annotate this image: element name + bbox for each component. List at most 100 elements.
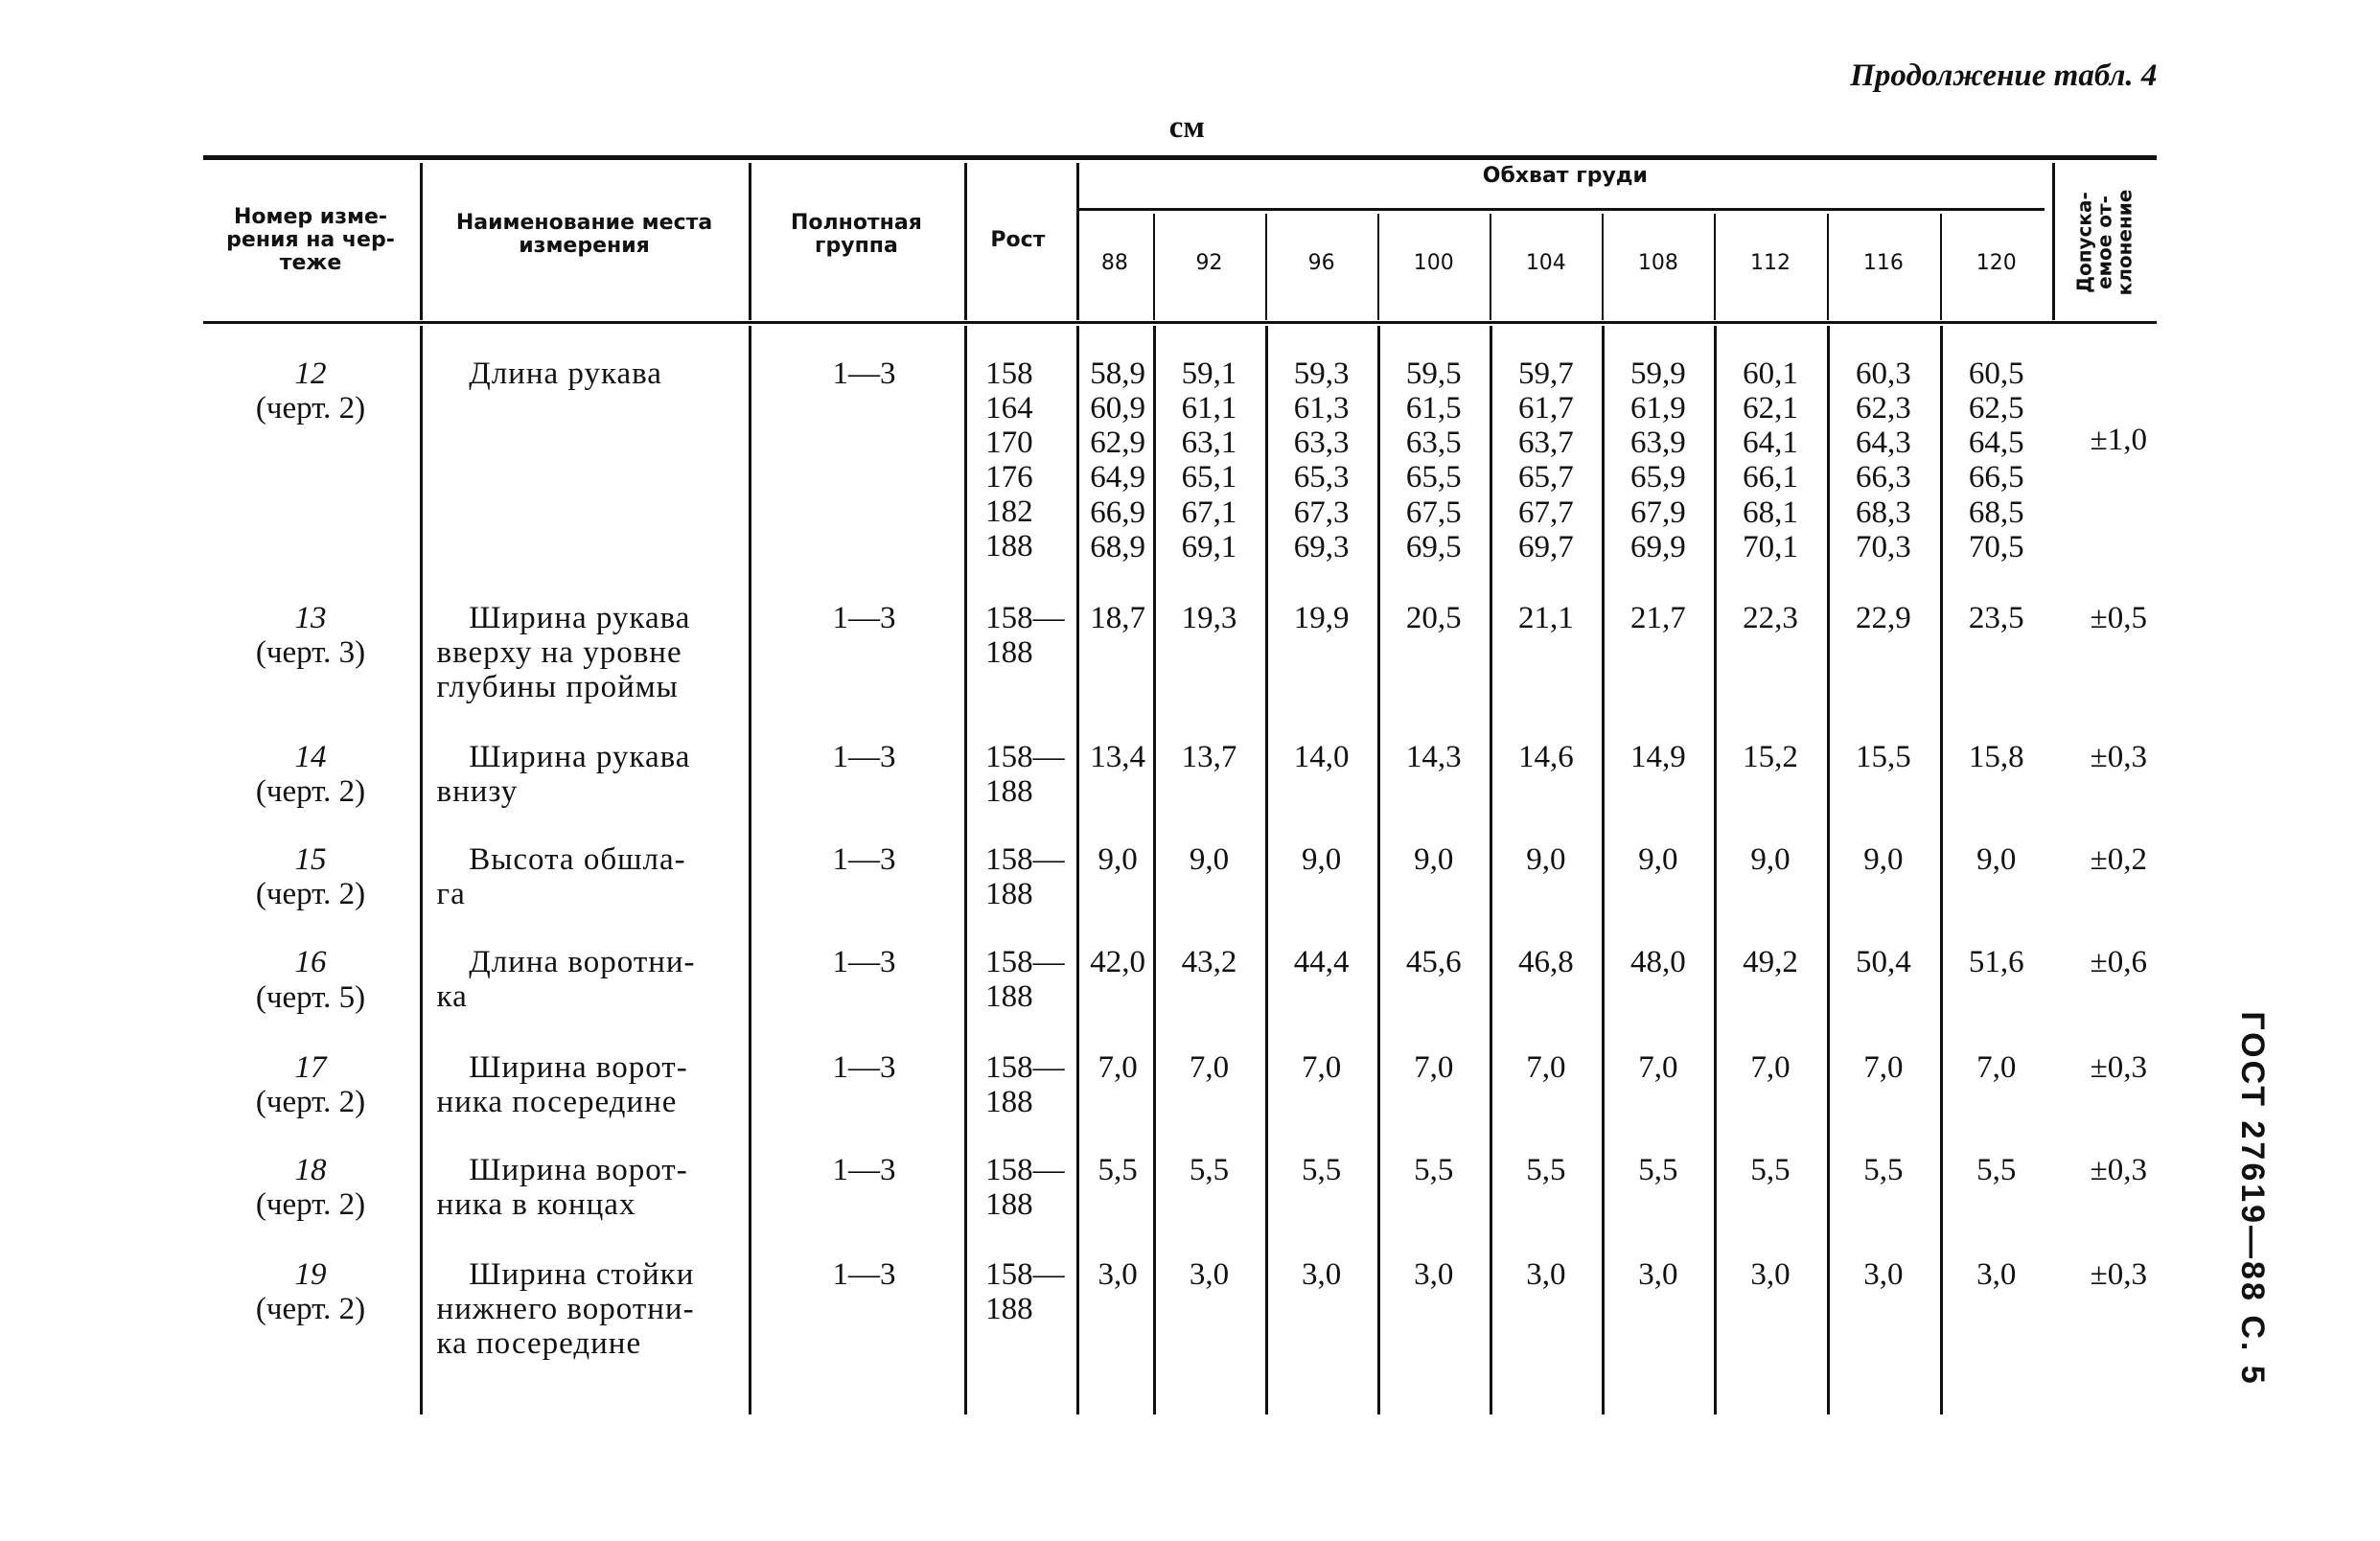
value: 9,0 [1189, 841, 1230, 877]
fullness-group: 1—3 [832, 739, 896, 774]
column-header: Рост [990, 227, 1046, 252]
rule [1490, 326, 1493, 1414]
value: 5,5 [1302, 1153, 1342, 1187]
value: 14,0 [1293, 739, 1350, 774]
rule [1265, 326, 1269, 1414]
measure-name: Ширина рукава вверху на уровне глубины п… [436, 601, 691, 705]
value: 7,0 [1863, 1049, 1904, 1085]
value: 60,5 62,5 64,5 66,5 68,5 70,5 [1968, 356, 2024, 564]
row-number: 18 [294, 1153, 327, 1187]
height: 158— 188 [985, 1153, 1065, 1222]
rule [419, 163, 423, 320]
row-number: 17 [294, 1049, 327, 1085]
measure-name: Ширина ворот- ника посередине [436, 1049, 688, 1119]
row-number: 15 [294, 841, 327, 877]
value: 59,9 61,9 63,9 65,9 67,9 69,9 [1630, 356, 1686, 564]
value: 42,0 [1090, 945, 1145, 980]
value: 19,9 [1293, 601, 1350, 636]
value: 60,1 62,1 64,1 66,1 68,1 70,1 [1743, 356, 1798, 564]
value: 21,7 [1630, 601, 1686, 636]
height: 158— 188 [985, 841, 1065, 911]
row-number: 19 [294, 1257, 327, 1293]
value: 15,5 [1856, 739, 1911, 774]
rule [963, 326, 967, 1414]
tolerance: ±0,3 [2090, 1257, 2147, 1293]
value: 18,7 [1090, 601, 1145, 636]
tolerance: ±0,3 [2090, 1049, 2147, 1085]
value: 13,4 [1090, 739, 1145, 774]
row-number: 16 [294, 945, 327, 980]
value: 22,9 [1856, 601, 1911, 636]
fullness-group: 1—3 [832, 841, 896, 877]
rule [1602, 326, 1606, 1414]
side-label: ГОСТ 27619—88 С. 5 [2233, 1011, 2271, 1387]
rule [202, 321, 2158, 325]
value: 5,5 [1414, 1153, 1454, 1187]
rule [1153, 213, 1155, 320]
column-header: Обхват груди [1482, 163, 1648, 188]
value: 19,3 [1181, 601, 1237, 636]
rule [1714, 326, 1718, 1414]
value: 5,5 [1863, 1153, 1904, 1187]
drawing-ref: (черт. 5) [255, 979, 366, 1015]
rule [1602, 213, 1605, 320]
value: 5,5 [1750, 1153, 1791, 1187]
value: 49,2 [1743, 945, 1798, 980]
rule [1075, 163, 1079, 320]
rule [1377, 213, 1380, 320]
value: 51,6 [1968, 945, 2024, 980]
value: 7,0 [1638, 1049, 1678, 1085]
rule [1153, 326, 1156, 1414]
column-header: Допуска- емое от- клонение [2072, 190, 2137, 296]
value: 9,0 [1976, 841, 2017, 877]
value: 15,8 [1968, 739, 2024, 774]
value: 13,7 [1181, 739, 1237, 774]
value: 7,0 [1750, 1049, 1791, 1085]
rule [1075, 326, 1079, 1414]
value: 21,1 [1517, 601, 1574, 636]
drawing-ref: (черт. 2) [255, 1292, 366, 1327]
value: 9,0 [1302, 841, 1342, 877]
value: 60,3 62,3 64,3 66,3 68,3 70,3 [1856, 356, 1911, 564]
height: 158— 188 [985, 1049, 1065, 1119]
measure-name: Высота обшла- га [436, 841, 686, 911]
fullness-group: 1—3 [832, 945, 896, 980]
fullness-group: 1—3 [832, 1257, 896, 1293]
girth-header: 100 [1413, 251, 1454, 276]
value: 22,3 [1743, 601, 1798, 636]
fullness-group: 1—3 [832, 356, 896, 392]
height: 158— 188 [985, 601, 1065, 671]
value: 3,0 [1750, 1257, 1791, 1293]
value: 5,5 [1976, 1153, 2017, 1187]
value: 59,5 61,5 63,5 65,5 67,5 69,5 [1405, 356, 1462, 564]
girth-header: 96 [1307, 251, 1335, 276]
value: 9,0 [1638, 841, 1678, 877]
value: 3,0 [1302, 1257, 1342, 1293]
height: 158— 188 [985, 1257, 1065, 1327]
value: 9,0 [1414, 841, 1454, 877]
drawing-ref: (черт. 2) [255, 1084, 366, 1119]
value: 14,6 [1517, 739, 1574, 774]
fullness-group: 1—3 [832, 1049, 896, 1085]
value: 3,0 [1526, 1257, 1566, 1293]
height: 158— 188 [985, 945, 1065, 1015]
value: 3,0 [1863, 1257, 1904, 1293]
fullness-group: 1—3 [832, 601, 896, 636]
value: 7,0 [1414, 1049, 1454, 1085]
value: 59,7 61,7 63,7 65,7 67,7 69,7 [1517, 356, 1574, 564]
value: 3,0 [1638, 1257, 1678, 1293]
value: 3,0 [1189, 1257, 1230, 1293]
value: 3,0 [1414, 1257, 1454, 1293]
measure-name: Длина рукава [469, 356, 662, 392]
rule [202, 155, 2158, 160]
unit: см [1168, 110, 1205, 146]
value: 5,5 [1098, 1153, 1138, 1187]
tolerance: ±0,3 [2090, 1153, 2147, 1187]
value: 45,6 [1405, 945, 1462, 980]
row-number: 13 [294, 601, 327, 636]
height: 158— 188 [985, 739, 1065, 809]
value: 59,3 61,3 63,3 65,3 67,3 69,3 [1293, 356, 1350, 564]
value: 7,0 [1189, 1049, 1230, 1085]
rule [1490, 213, 1492, 320]
